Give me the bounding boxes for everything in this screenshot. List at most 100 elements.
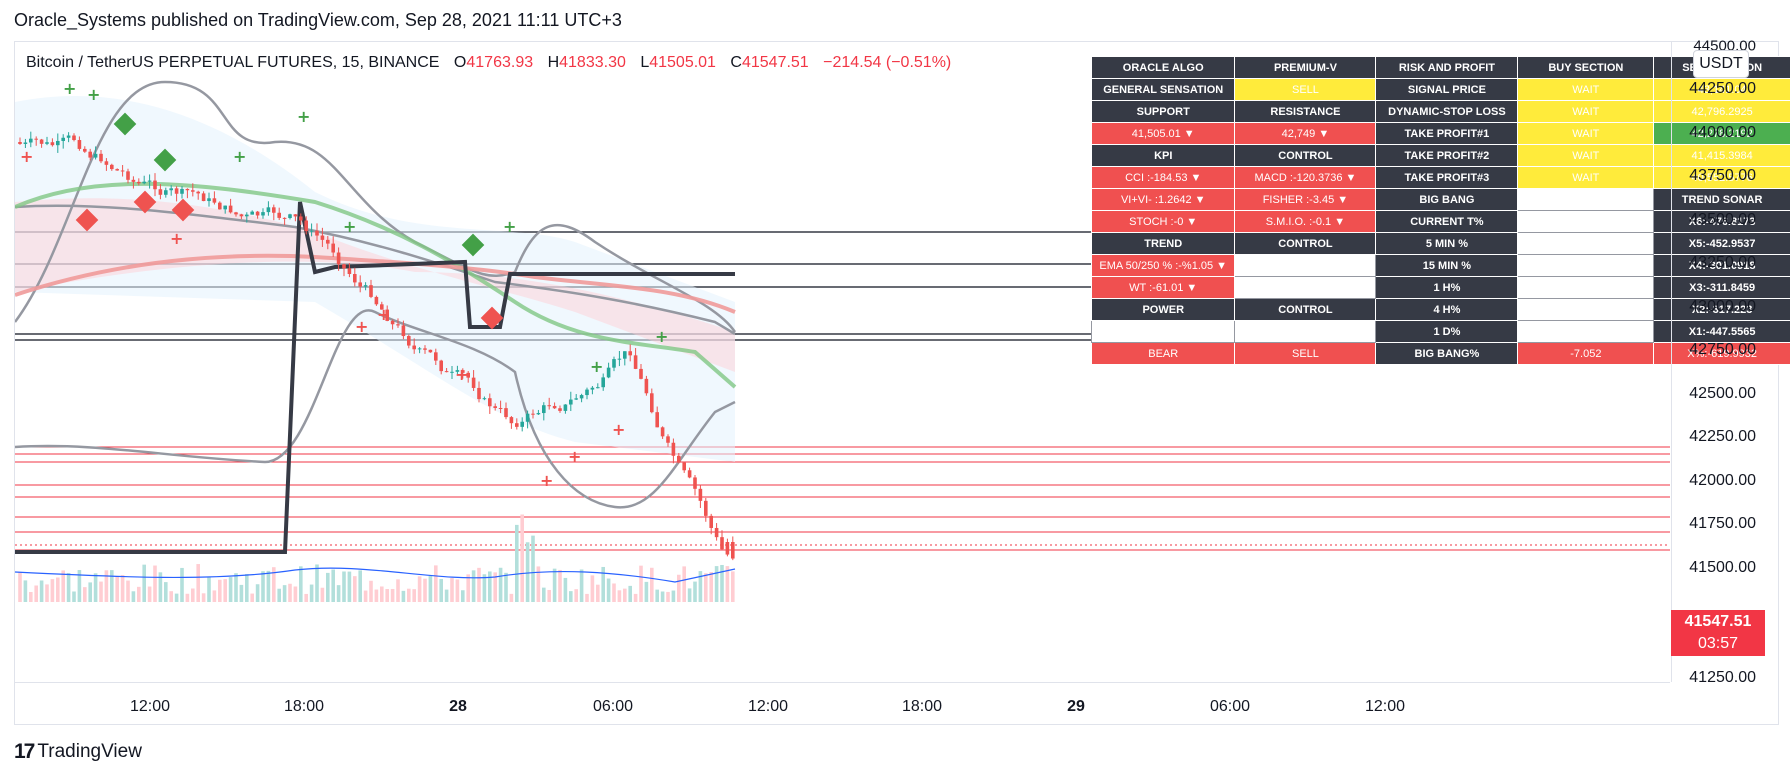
- price-tick: 41500.00: [1689, 558, 1756, 576]
- dashboard-row: WT :-61.01 ▼ ST :Down Trend 1 H% -2.1031 X3:…: [1090, 276, 1791, 299]
- dashboard-cell: TAKE PROFIT#1: [1375, 122, 1519, 145]
- dashboard-cell: CONTROL: [1234, 232, 1377, 255]
- candle-body: [525, 413, 530, 422]
- candle-body: [552, 405, 557, 409]
- candle-body: [563, 404, 568, 411]
- candle-body: [633, 355, 638, 369]
- time-label: 12:00: [129, 698, 171, 715]
- volume-bar: [455, 579, 460, 602]
- candle-body: [698, 488, 703, 501]
- candle-body: [704, 500, 708, 516]
- candle-body: [169, 188, 173, 191]
- volume-bar: [504, 572, 508, 602]
- volume-bar: [396, 579, 400, 602]
- volume-bar: [358, 570, 362, 602]
- dashboard-cell: DYNAMIC-STOP LOSS: [1375, 100, 1519, 123]
- candle-body: [23, 142, 28, 144]
- price-tick: 43750.00: [1689, 167, 1756, 184]
- candle-body: [655, 412, 659, 428]
- candle-body: [687, 470, 692, 478]
- last-price-badge: 41547.51 03:57: [1671, 610, 1765, 656]
- time-label: 18:00: [283, 698, 325, 715]
- dashboard-cell: S.M.I.O. :-0.1 ▼: [1234, 210, 1377, 233]
- candle-body: [331, 243, 335, 253]
- candle-body: [682, 462, 686, 471]
- volume-bar: [698, 571, 703, 602]
- time-label: 12:00: [747, 698, 789, 715]
- price-scale[interactable]: 44500.00 41250.00 44250.00 44000.00 43750.…: [1671, 38, 1778, 686]
- candle-body: [83, 148, 87, 152]
- volume-bar: [434, 565, 438, 602]
- volume-bar: [596, 584, 600, 602]
- candle-body: [639, 368, 643, 379]
- candle-body: [428, 349, 433, 353]
- volume-bar: [660, 591, 665, 602]
- volume-bar: [169, 591, 173, 602]
- volume-bar: [18, 572, 22, 602]
- time-axis[interactable]: 12:00 18:00 28 06:00 12:00 18:00 29 06:00 12:00: [15, 682, 1670, 725]
- candle-body: [623, 351, 627, 359]
- volume-bar: [687, 588, 692, 602]
- dashboard-row: EMA 50/250 % :-%1.05 ▼ RSI :23.98 ▼ 15 MIN…: [1090, 254, 1791, 277]
- ema-fast-line: [15, 181, 737, 389]
- volume-bar: [644, 581, 649, 602]
- dashboard-cell: -0.2193: [1517, 232, 1655, 255]
- signal-plus-marker: +: [343, 217, 356, 236]
- volume-bar: [509, 593, 514, 602]
- volume-bar: [601, 566, 605, 602]
- volume-bar: [606, 578, 611, 602]
- volume-bar: [207, 577, 211, 602]
- volume-bar: [428, 575, 433, 602]
- candle-body: [434, 352, 438, 361]
- currency-button[interactable]: USDT: [1693, 50, 1749, 78]
- close-label: C: [730, 54, 742, 71]
- candle-body: [536, 413, 541, 415]
- volume-bar: [693, 581, 697, 602]
- volume-bar: [23, 580, 28, 602]
- dashboard-cell: 42,796.2925: [1653, 100, 1791, 123]
- volume-bar: [390, 588, 395, 602]
- volume-bar: [704, 573, 708, 602]
- candle-body: [725, 542, 730, 555]
- volume-bar: [83, 587, 87, 602]
- candle-body: [266, 207, 271, 213]
- signal-plus-marker: +: [455, 365, 468, 384]
- oracle-algo-dashboard: ORACLE ALGO PREMIUM-V RISK AND PROFIT BUY S…: [1090, 56, 1791, 365]
- volume-bar: [277, 588, 281, 602]
- candle-body: [29, 138, 33, 143]
- volume-bar: [569, 591, 573, 602]
- volume-bar: [326, 572, 330, 602]
- dashboard-cell: X1:-447.5565: [1653, 320, 1791, 343]
- volume-bar: [444, 589, 449, 602]
- volume-bar: [671, 590, 676, 602]
- high-value: 41833.30: [559, 54, 626, 71]
- candle-body: [88, 151, 92, 158]
- volume-bar: [126, 580, 130, 602]
- open-value: 41763.93: [466, 54, 534, 71]
- volume-bar: [66, 572, 71, 602]
- symbol-name[interactable]: Bitcoin / TetherUS PERPETUAL FUTURES, 15…: [26, 54, 440, 71]
- candle-body: [228, 205, 233, 213]
- volume-bar: [525, 542, 530, 602]
- candle-body: [444, 371, 449, 373]
- volume-bar: [282, 585, 287, 602]
- volume-bar: [407, 588, 411, 602]
- candle-body: [488, 398, 492, 407]
- dashboard-cell: POWER: [1090, 298, 1236, 321]
- volume-bar: [164, 582, 168, 602]
- candle-body: [153, 180, 157, 190]
- candle-body: [709, 515, 713, 528]
- candle-body: [423, 348, 427, 350]
- candle-body: [126, 171, 130, 180]
- dashboard-cell: 42,749 ▼: [1234, 122, 1377, 145]
- candle-body: [147, 180, 152, 182]
- candle-body: [666, 436, 670, 443]
- volume-bar: [498, 567, 503, 602]
- signal-plus-marker: +: [355, 317, 368, 336]
- bar-countdown: 03:57: [1697, 635, 1739, 652]
- candle-body: [693, 477, 697, 489]
- signal-plus-marker: +: [612, 420, 625, 439]
- candle-body: [347, 268, 352, 275]
- volume-bar: [104, 570, 109, 602]
- tradingview-logo[interactable]: 17 TradingView: [14, 740, 142, 764]
